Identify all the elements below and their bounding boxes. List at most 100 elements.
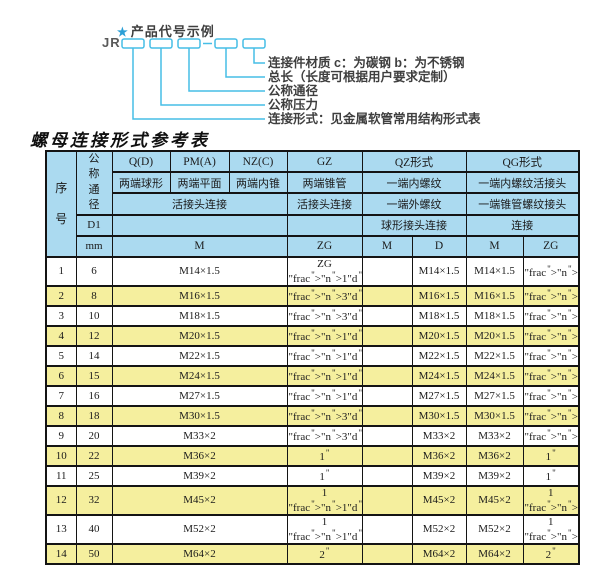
cell-qz-d: M33×2: [411, 424, 467, 447]
cell-dn-mm: 50: [75, 542, 113, 565]
cell-m: M64×2: [111, 542, 288, 565]
cell-qz-m: [361, 513, 413, 545]
cell-dn-mm: 12: [75, 324, 113, 347]
cell-seq: 5: [45, 344, 77, 367]
cell-seq: 4: [45, 324, 77, 347]
cell-qz-d: M16×1.5: [411, 284, 467, 307]
header-gz-connect: 活接头连接: [286, 192, 363, 216]
cell-zg: "frac">"n">3"d">8": [286, 304, 363, 327]
cell-dn-mm: 40: [75, 513, 113, 545]
cell-qz-d: M39×2: [411, 464, 467, 487]
cell-zg: 1 "frac">"n">1"d">2": [286, 513, 363, 545]
cell-qz-m: [361, 324, 413, 347]
cell-zg: 2": [286, 542, 363, 565]
header-seq: 序号: [45, 150, 77, 258]
header-desc-nzc: 两端内锥: [228, 171, 288, 195]
cell-qg-m: M18×1.5: [465, 304, 524, 327]
cell-qg-m: M22×1.5: [465, 344, 524, 367]
header-desc-gz: 两端锥管: [286, 171, 363, 195]
product-code-example-title: ★ 产品代号示例: [117, 21, 215, 40]
header-blank-m: [111, 213, 288, 237]
header-d1: D1: [75, 213, 113, 237]
cell-m: M18×1.5: [111, 304, 288, 327]
header-qz-row2: 一端内螺纹: [361, 171, 467, 195]
cell-dn-mm: 8: [75, 284, 113, 307]
cell-seq: 3: [45, 304, 77, 327]
header-blank-gz: [286, 213, 363, 237]
code-boxes: [121, 38, 266, 49]
cell-zg: "frac">"n">1"d">2": [286, 324, 363, 347]
cell-qg-zg: "frac">"n">1"d">2": [522, 364, 580, 387]
cell-dn-mm: 22: [75, 444, 113, 467]
nut-connection-reference-table: 序号 公称通径 Q(D) PM(A) NZ(C) GZ QZ形式 QG形式 两端…: [45, 149, 580, 565]
cell-qg-m: M45×2: [465, 484, 524, 516]
cell-qz-m: [361, 344, 413, 367]
cell-seq: 8: [45, 404, 77, 427]
cell-qg-zg: 1": [522, 464, 580, 487]
cell-qg-m: M36×2: [465, 444, 524, 467]
cell-dn-mm: 10: [75, 304, 113, 327]
cell-qg-zg: "frac">"n">1"d">4": [522, 255, 580, 287]
header-qg-row2: 一端内螺纹活接头: [465, 171, 580, 195]
code-label-pressure: 公称压力: [268, 98, 319, 112]
table-title: 螺母连接形式参考表: [30, 131, 210, 150]
cell-seq: 6: [45, 364, 77, 387]
header-qg-row3: 一端锥管螺纹接头: [465, 192, 580, 216]
cell-dn-mm: 16: [75, 384, 113, 407]
header-qz-row3: 一端外螺纹: [361, 192, 467, 216]
cell-seq: 14: [45, 542, 77, 565]
header-qz-sub-d: D: [411, 234, 467, 258]
code-label-connection: 连接形式：见金属软管常用结构形式表: [268, 112, 481, 126]
product-code-diagram: [121, 38, 266, 120]
cell-seq: 11: [45, 464, 77, 487]
cell-m: M33×2: [111, 424, 288, 447]
cell-qz-m: [361, 484, 413, 516]
cell-dn-mm: 18: [75, 404, 113, 427]
cell-seq: 13: [45, 513, 77, 545]
cell-zg: "frac">"n">1"d">2": [286, 384, 363, 407]
table-row: 10 22 M36×2 1" M36×2 M36×2 1": [45, 444, 580, 467]
header-form-gz: GZ: [286, 149, 363, 174]
cell-qg-m: M20×1.5: [465, 324, 524, 347]
cell-qg-zg: "frac">"n">3"d">8": [522, 304, 580, 327]
cell-seq: 12: [45, 484, 77, 516]
cell-qg-m: M14×1.5: [465, 255, 524, 287]
cell-qg-zg: 1 "frac">"n">1"d">4": [522, 484, 580, 516]
cell-zg: "frac">"n">3"d">4": [286, 424, 363, 447]
cell-zg: 1": [286, 464, 363, 487]
header-qg-sub-m: M: [465, 234, 524, 258]
cell-zg: "frac">"n">3"d">8": [286, 284, 363, 307]
cell-m: M30×1.5: [111, 404, 288, 427]
header-form-qd: Q(D): [111, 149, 171, 174]
cell-qg-zg: "frac">"n">1"d">2": [522, 344, 580, 367]
code-connector-lines: [132, 42, 265, 120]
cell-qg-m: M52×2: [465, 513, 524, 545]
cell-qg-zg: 1 "frac">"n">1"d">2": [522, 513, 580, 545]
cell-qz-d: M14×1.5: [411, 255, 467, 287]
cell-qz-d: M45×2: [411, 484, 467, 516]
cell-qg-m: M39×2: [465, 464, 524, 487]
cell-m: M45×2: [111, 484, 288, 516]
header-qz-sub-m: M: [361, 234, 413, 258]
cell-qz-d: M52×2: [411, 513, 467, 545]
cell-m: M16×1.5: [111, 284, 288, 307]
cell-qz-d: M22×1.5: [411, 344, 467, 367]
cell-dn-mm: 20: [75, 424, 113, 447]
header-mm: mm: [75, 234, 113, 258]
cell-dn-mm: 14: [75, 344, 113, 367]
header-desc-pma: 两端平面: [169, 171, 230, 195]
cell-m: M36×2: [111, 444, 288, 467]
cell-qg-m: M16×1.5: [465, 284, 524, 307]
cell-qg-m: M30×1.5: [465, 404, 524, 427]
cell-dn-mm: 25: [75, 464, 113, 487]
cell-qz-d: M27×1.5: [411, 384, 467, 407]
cell-qg-m: M24×1.5: [465, 364, 524, 387]
cell-qg-zg: "frac">"n">1"d">2": [522, 384, 580, 407]
cell-qz-d: M20×1.5: [411, 324, 467, 347]
product-code-example-label: 产品代号示例: [130, 24, 215, 39]
cell-qz-d: M36×2: [411, 444, 467, 467]
cell-qz-m: [361, 424, 413, 447]
cell-seq: 9: [45, 424, 77, 447]
